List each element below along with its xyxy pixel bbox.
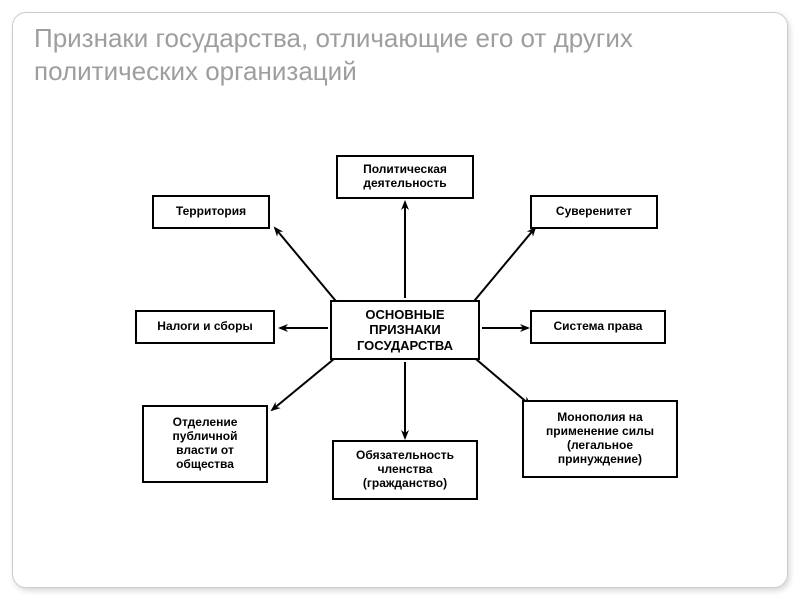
edge-public	[272, 354, 340, 410]
node-taxes: Налоги и сборы	[135, 310, 275, 344]
node-territory: Территория	[152, 195, 270, 229]
node-sovereign: Суверенитет	[530, 195, 658, 229]
edge-monopoly	[470, 354, 530, 405]
node-public: Отделениепубличнойвласти отобщества	[142, 405, 268, 483]
node-citizenship: Обязательностьчленства(гражданство)	[332, 440, 478, 500]
diagram-container: ОСНОВНЫЕПРИЗНАКИГОСУДАРСТВА Территория Пол…	[0, 0, 800, 600]
edge-territory	[275, 228, 340, 306]
edge-sovereign	[470, 228, 535, 306]
slide: Признаки государства, отличающие его от …	[0, 0, 800, 600]
node-center: ОСНОВНЫЕПРИЗНАКИГОСУДАРСТВА	[330, 300, 480, 360]
node-monopoly: Монополия наприменение силы(легальноепри…	[522, 400, 678, 478]
node-law: Система права	[530, 310, 666, 344]
node-polit: Политическаядеятельность	[336, 155, 474, 199]
